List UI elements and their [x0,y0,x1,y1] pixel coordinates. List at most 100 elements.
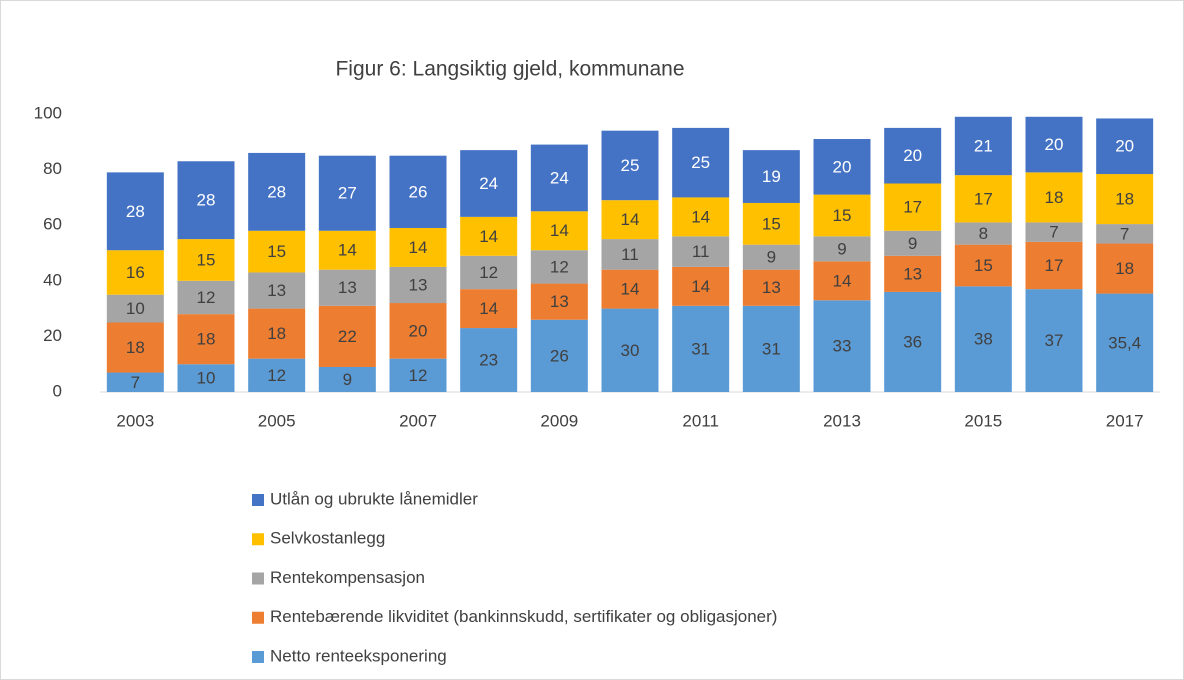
data-label: 26 [409,182,428,201]
bar-segment [884,183,942,231]
bar-segment [389,358,447,392]
y-tick-label: 60 [43,215,62,234]
bar-segment [530,283,588,320]
data-label: 20 [833,157,852,176]
data-label: 7 [1120,224,1129,243]
bar-segment [742,269,800,306]
bar-segment [672,197,730,237]
bar-segment [106,172,164,251]
data-label: 13 [903,264,922,283]
data-label: 13 [550,292,569,311]
x-tick-label: 2005 [258,411,296,430]
chart-title: Figur 6: Langsiktig gjeld, kommunane [335,58,684,81]
data-label: 9 [837,239,846,258]
bar-segment [530,250,588,284]
bar-segment [248,272,306,309]
data-label: 20 [1045,135,1064,154]
bar-segment [389,227,447,267]
data-label: 17 [903,198,922,217]
x-tick-label: 2011 [682,411,719,430]
data-label: 31 [691,339,710,358]
legend-swatch [252,494,264,506]
data-label: 17 [974,189,993,208]
bar-segment [460,328,518,392]
data-label: 14 [338,241,357,260]
bar-segment [460,255,518,290]
data-label: 27 [338,184,357,203]
data-label: 28 [197,191,216,210]
data-label: 30 [621,341,640,360]
data-label: 31 [762,339,781,358]
bar-segment [601,130,659,201]
data-label: 15 [267,242,286,261]
x-tick-label: 2003 [116,411,154,430]
bar-segment [318,155,376,231]
data-label: 11 [692,242,710,261]
bar-segment [177,364,235,392]
data-label: 14 [833,271,852,290]
data-label: 9 [908,234,917,253]
data-label: 26 [550,346,569,365]
bar-segment [813,261,871,301]
data-label: 8 [979,224,988,243]
data-label: 15 [197,250,216,269]
data-label: 20 [903,146,922,165]
data-label: 18 [197,330,216,349]
bar-segment [601,200,659,240]
data-label: 22 [338,327,357,346]
data-label: 18 [267,324,286,343]
bar-segment [248,358,306,392]
bar-segment [106,372,164,392]
bar-segment [106,250,164,295]
bar-segment [389,155,447,228]
data-label: 18 [1115,190,1134,209]
data-label: 7 [1049,223,1058,242]
legend-label: Rentebærende likviditet (bankinnskudd, s… [270,607,777,626]
bar-segment [460,216,518,256]
bar-segment [177,161,235,240]
data-label: 15 [762,214,781,233]
data-label: 9 [343,370,352,389]
bar-segment [601,269,659,309]
data-label: 24 [479,174,498,193]
bar-segment [813,194,871,237]
y-tick-label: 80 [43,159,62,178]
data-label: 19 [762,167,781,186]
x-tick-label: 2017 [1106,411,1144,430]
bar-segment [813,139,871,195]
data-label: 35,4 [1108,333,1141,352]
data-label: 24 [550,168,569,187]
data-label: 25 [621,156,640,175]
bar-segment [248,308,306,359]
bar-segment [248,152,306,231]
bar-segment [1025,172,1083,223]
data-label: 12 [550,257,569,276]
legend-label: Netto renteeksponering [270,646,447,665]
bar-segment [106,322,164,373]
bar-segment [954,175,1012,223]
bar-segment [884,255,942,292]
data-label: 28 [126,202,145,221]
data-label: 13 [762,278,781,297]
bar-segment [248,230,306,273]
bar-segment [177,239,235,281]
data-label: 12 [409,366,428,385]
bar-segment [460,150,518,217]
bar-segment [601,239,659,270]
legend-label: Utlån og ubrukte lånemidler [270,489,478,508]
data-label: 16 [126,263,145,282]
x-tick-label: 2007 [399,411,437,430]
bar-segment [177,280,235,315]
bar-segment [672,127,730,198]
bar-segment [813,236,871,262]
y-tick-label: 100 [34,103,62,122]
data-label: 21 [974,136,993,155]
bar-segment [954,116,1012,176]
data-label: 38 [974,330,993,349]
bar-segment [1025,289,1083,392]
bar-segment [1096,243,1154,294]
bar-segment [742,244,800,270]
data-label: 10 [197,369,216,388]
bar-segment [1096,118,1154,175]
data-label: 12 [197,288,216,307]
